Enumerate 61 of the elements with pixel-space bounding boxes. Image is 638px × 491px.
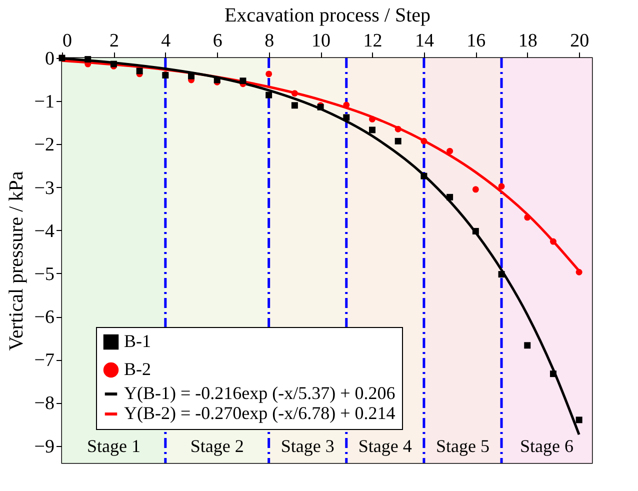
y-tick-label: −1 bbox=[34, 92, 54, 113]
band-label: Stage 1 bbox=[86, 436, 140, 456]
point bbox=[524, 342, 531, 349]
x-tick-label: 18 bbox=[518, 30, 538, 52]
x-axis-title: Excavation process / Step bbox=[224, 4, 431, 26]
band-label: Stage 5 bbox=[436, 436, 490, 456]
point bbox=[291, 102, 298, 109]
y-tick-label: −2 bbox=[34, 134, 54, 156]
band-label: Stage 2 bbox=[190, 436, 244, 456]
y-tick-label: −8 bbox=[34, 393, 54, 414]
point bbox=[369, 116, 376, 122]
x-tick-label: 0 bbox=[62, 30, 72, 52]
y-tick-label: −6 bbox=[34, 307, 54, 328]
point bbox=[472, 186, 479, 193]
x-tick-label: 8 bbox=[264, 30, 274, 52]
y-axis-title: Vertical pressure / kPa bbox=[5, 171, 28, 351]
point bbox=[576, 268, 582, 276]
x-tick-label: 14 bbox=[414, 30, 434, 52]
band-label: Stage 3 bbox=[280, 436, 334, 456]
point bbox=[550, 238, 556, 245]
y-tick-label: −9 bbox=[34, 436, 54, 458]
point bbox=[394, 126, 402, 132]
x-tick-label: 12 bbox=[363, 30, 382, 52]
point bbox=[576, 416, 582, 424]
point bbox=[394, 138, 402, 144]
point bbox=[446, 194, 454, 200]
point bbox=[188, 72, 195, 80]
legend-label: Y(B-2) = -0.270exp (-x/6.78) + 0.214 bbox=[124, 403, 396, 423]
point bbox=[420, 172, 428, 180]
x-tick-label: 6 bbox=[212, 30, 222, 52]
y-tick-label: −4 bbox=[34, 220, 55, 242]
x-tick-label: 10 bbox=[312, 30, 331, 52]
point bbox=[240, 78, 246, 84]
legend-label: B-2 bbox=[124, 359, 151, 379]
point bbox=[472, 228, 479, 234]
point bbox=[266, 70, 272, 78]
x-tick-label: 4 bbox=[161, 30, 172, 52]
point bbox=[550, 370, 556, 378]
point bbox=[524, 214, 531, 221]
y-tick-label: 0 bbox=[45, 48, 54, 70]
band-label: Stage 4 bbox=[358, 436, 412, 456]
point bbox=[266, 92, 272, 98]
point bbox=[343, 114, 350, 121]
x-tick-label: 2 bbox=[109, 30, 119, 52]
point bbox=[420, 138, 428, 144]
point bbox=[369, 126, 376, 134]
y-tick-label: −3 bbox=[34, 178, 54, 199]
point bbox=[498, 271, 505, 278]
x-tick-label: 16 bbox=[466, 30, 486, 52]
point bbox=[84, 56, 92, 63]
legend-label: B-1 bbox=[124, 331, 151, 351]
point bbox=[446, 148, 454, 154]
point bbox=[136, 68, 143, 74]
x-tick-label: 20 bbox=[570, 30, 590, 52]
y-tick-label: −7 bbox=[34, 350, 54, 372]
point bbox=[498, 183, 505, 190]
y-tick-label: −5 bbox=[34, 264, 54, 285]
legend-label: Y(B-1) = -0.216exp (-x/5.37) + 0.206 bbox=[124, 383, 396, 403]
band-label: Stage 6 bbox=[520, 436, 574, 456]
point bbox=[343, 102, 350, 108]
point bbox=[291, 90, 298, 97]
